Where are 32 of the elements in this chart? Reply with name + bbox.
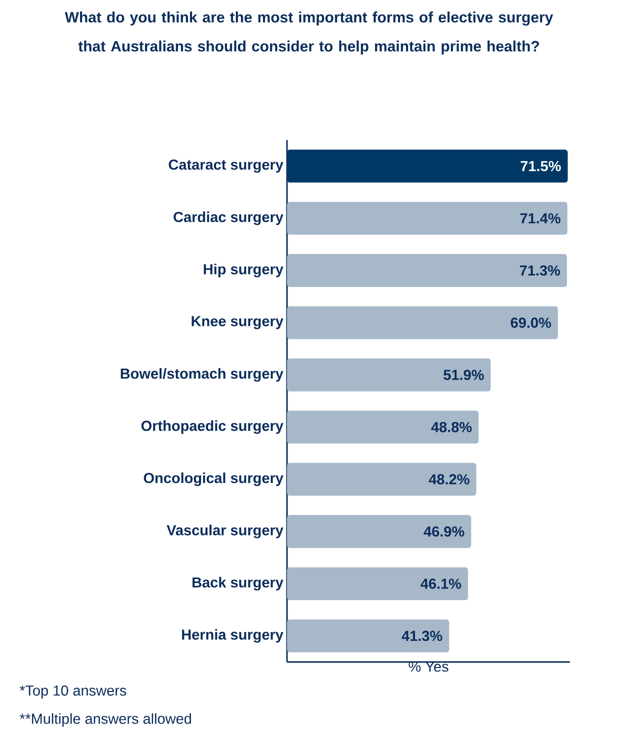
data-label: 71.5% (520, 160, 561, 172)
text: *Top 10 answers (20, 685, 126, 699)
bar (286, 462, 476, 496)
y-tick-label: Back surgery (192, 576, 284, 590)
y-tick-label: Knee surgery (192, 316, 284, 330)
data-label: 51.9% (444, 370, 484, 380)
chart-title: What do you think are the most important forms of elective surgery that Australians should consider to help maintain prime health? (64, 12, 554, 55)
bar (286, 358, 491, 392)
data-label: 71.4% (520, 213, 560, 224)
text: **Multiple answers allowed (20, 713, 192, 727)
y-tick-label: Oncological surgery (144, 472, 284, 486)
y-tick-label: Cardiac surgery (174, 212, 284, 226)
y-tick-label: Hernia surgery (182, 629, 284, 643)
data-label: 48.2% (428, 474, 470, 484)
bar (286, 410, 479, 444)
data-label: 46.9% (424, 526, 464, 537)
bar (286, 254, 567, 287)
data-label: 69.0% (510, 318, 552, 328)
data-label: 48.8% (431, 422, 472, 432)
bar (286, 619, 450, 652)
data-label: 46.1% (420, 578, 462, 589)
bar (286, 306, 558, 340)
bar (286, 567, 468, 600)
data-label: 71.3% (520, 265, 560, 276)
bar (286, 202, 568, 235)
y-tick-label: Orthopaedic surgery (141, 420, 284, 434)
data-label: 41.3% (402, 630, 442, 642)
y-tick-label: Hip surgery (204, 264, 284, 278)
y-tick-label: Vascular surgery (166, 524, 284, 538)
y-tick-label: Bowel/stomach surgery (120, 368, 284, 382)
y-tick-label: Cataract surgery (168, 159, 284, 173)
bar (286, 515, 472, 548)
